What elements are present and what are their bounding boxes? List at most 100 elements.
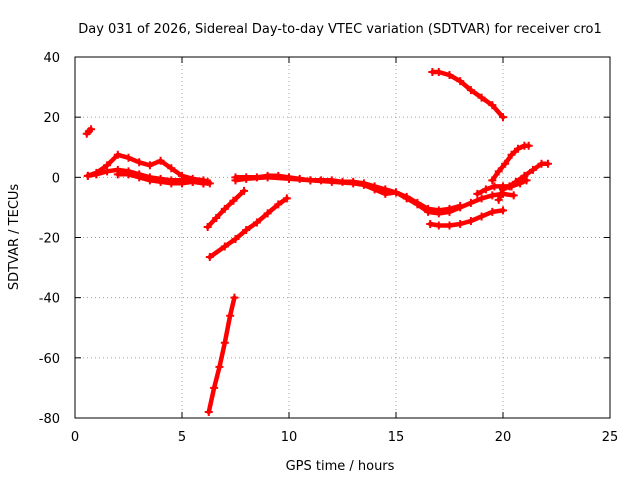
data-point bbox=[113, 150, 122, 159]
data-point bbox=[87, 125, 96, 134]
y-tick-label: 20 bbox=[43, 111, 60, 126]
data-point bbox=[263, 209, 272, 218]
data-point bbox=[509, 191, 518, 200]
grid bbox=[75, 57, 610, 418]
series-line bbox=[115, 172, 213, 186]
data-point bbox=[520, 171, 529, 180]
data-point bbox=[230, 293, 239, 302]
data-point bbox=[156, 156, 165, 165]
data-point bbox=[488, 207, 497, 216]
data-point bbox=[167, 179, 176, 188]
data-point bbox=[499, 182, 507, 191]
data-point bbox=[145, 176, 154, 185]
data-point bbox=[231, 176, 240, 185]
data-point bbox=[381, 189, 390, 198]
series-line bbox=[233, 175, 516, 216]
data-point bbox=[212, 213, 221, 222]
data-point bbox=[242, 225, 251, 234]
data-point bbox=[426, 219, 435, 228]
data-point bbox=[434, 209, 443, 218]
data-point bbox=[445, 71, 454, 80]
data-point bbox=[402, 194, 411, 203]
series-arc-rising-short bbox=[203, 186, 249, 231]
data-point bbox=[466, 86, 475, 95]
data-point bbox=[327, 177, 336, 186]
data-point bbox=[205, 253, 214, 262]
data-point bbox=[481, 185, 490, 194]
y-tick-label: -20 bbox=[39, 232, 60, 247]
series-arc-late-mid bbox=[473, 176, 531, 198]
data-point bbox=[178, 179, 186, 188]
data-point bbox=[445, 221, 454, 230]
series-arc-late-high bbox=[428, 68, 507, 122]
data-point bbox=[274, 200, 283, 209]
data-point bbox=[359, 180, 368, 189]
data-point bbox=[285, 174, 293, 183]
data-point bbox=[135, 173, 144, 182]
data-point bbox=[220, 242, 229, 251]
series-arc-late-steep bbox=[488, 141, 533, 185]
data-series bbox=[82, 68, 552, 416]
data-point bbox=[424, 207, 433, 216]
data-point bbox=[477, 212, 486, 221]
data-point bbox=[124, 153, 133, 162]
series-arc-rising-long bbox=[205, 194, 291, 262]
data-point bbox=[528, 165, 537, 174]
series-arc-midday-lower bbox=[231, 173, 518, 218]
data-point bbox=[490, 182, 499, 191]
data-point bbox=[242, 174, 251, 183]
data-point bbox=[477, 194, 486, 203]
x-axis-title: GPS time / hours bbox=[286, 459, 395, 474]
data-point bbox=[456, 77, 465, 86]
data-point bbox=[488, 101, 497, 110]
data-point bbox=[445, 207, 454, 216]
data-point bbox=[434, 68, 443, 77]
data-point bbox=[507, 182, 516, 191]
chart-title: Day 031 of 2026, Sidereal Day-to-day VTE… bbox=[78, 22, 602, 37]
x-tick-label: 5 bbox=[178, 430, 186, 445]
data-point bbox=[135, 158, 144, 167]
data-point bbox=[513, 144, 522, 153]
data-point bbox=[477, 93, 486, 102]
data-point bbox=[263, 173, 272, 182]
data-point bbox=[466, 216, 475, 225]
data-point bbox=[252, 218, 261, 227]
data-point bbox=[499, 113, 507, 122]
data-point bbox=[83, 171, 92, 180]
data-point bbox=[229, 196, 238, 205]
data-point bbox=[349, 179, 358, 188]
data-point bbox=[494, 167, 503, 176]
series-arc-steep-drop bbox=[204, 293, 239, 416]
series-arc-short-early bbox=[82, 125, 96, 138]
data-point bbox=[499, 206, 507, 215]
data-point bbox=[370, 185, 379, 194]
data-point bbox=[543, 159, 552, 168]
data-point bbox=[434, 221, 443, 230]
data-point bbox=[188, 177, 197, 186]
data-point bbox=[220, 204, 229, 213]
data-point bbox=[488, 176, 497, 185]
data-point bbox=[282, 194, 291, 203]
x-tick-label: 15 bbox=[388, 430, 405, 445]
axis-ticks bbox=[74, 56, 611, 419]
data-point bbox=[456, 203, 465, 212]
data-point bbox=[156, 177, 165, 186]
series-arc-early-lower bbox=[113, 170, 214, 188]
x-tick-label: 25 bbox=[602, 430, 619, 445]
data-point bbox=[524, 141, 533, 150]
data-point bbox=[456, 219, 465, 228]
x-tick-label: 20 bbox=[495, 430, 512, 445]
x-tick-label: 10 bbox=[281, 430, 298, 445]
data-point bbox=[103, 167, 112, 176]
data-point bbox=[215, 362, 224, 371]
data-point bbox=[204, 407, 213, 416]
data-point bbox=[494, 195, 503, 204]
data-point bbox=[203, 222, 212, 231]
y-tick-label: -40 bbox=[39, 292, 60, 307]
y-tick-label: -80 bbox=[39, 412, 60, 427]
data-point bbox=[220, 338, 229, 347]
y-axis-title: SDTVAR / TECUs bbox=[7, 184, 22, 291]
data-point bbox=[392, 188, 400, 197]
data-point bbox=[501, 159, 510, 168]
